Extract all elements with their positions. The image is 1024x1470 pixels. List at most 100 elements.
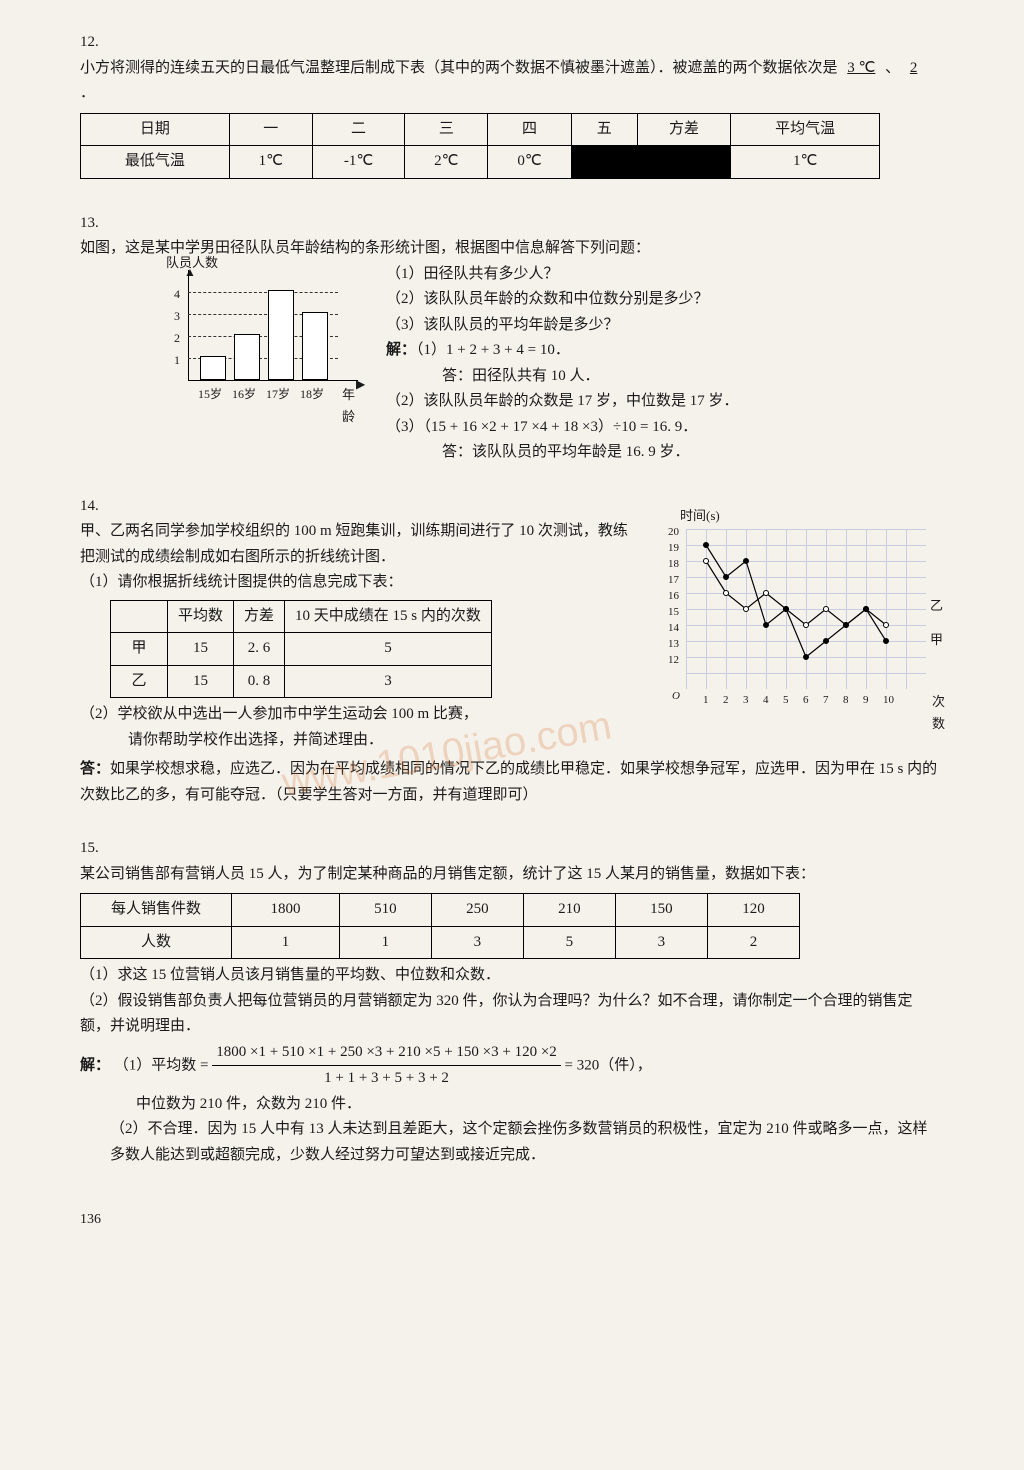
q12-blank1: 3 ℃ <box>841 60 881 76</box>
table-header: 日期 <box>81 113 230 146</box>
table-cell: 2℃ <box>405 146 488 179</box>
x-label: 16岁 <box>232 384 256 404</box>
x-tick: 4 <box>763 691 769 710</box>
table-cell <box>571 146 637 179</box>
table-header: 方差 <box>637 113 731 146</box>
q12-num: 12. <box>80 30 112 56</box>
table-cell: 1℃ <box>229 146 312 179</box>
x-tick: 3 <box>743 691 749 710</box>
table-cell: 2 <box>707 926 799 959</box>
table-cell: 1 <box>232 926 340 959</box>
table-cell: 乙 <box>111 665 168 698</box>
q14-sub1: （1）请你根据折线统计图提供的信息完成下表： <box>80 570 640 596</box>
table-cell: -1℃ <box>312 146 404 179</box>
x-tick: 1 <box>703 691 709 710</box>
y-tick: 13 <box>668 635 679 654</box>
x-tick: 6 <box>803 691 809 710</box>
table-header: 方差 <box>234 600 285 633</box>
chart-x-title: 年龄 <box>342 384 366 428</box>
q12-sep: 、 <box>885 60 900 76</box>
row-label: 每人销售件数 <box>81 894 232 927</box>
table-cell: 1800 <box>232 894 340 927</box>
row-label: 人数 <box>81 926 232 959</box>
table-header: 五 <box>571 113 637 146</box>
table-cell: 210 <box>523 894 615 927</box>
arrow-up-icon: ▲ <box>184 262 196 282</box>
x-label: 18岁 <box>300 384 324 404</box>
q12-body: 小方将测得的连续五天的日最低气温整理后制成下表（其中的两个数据不慎被墨汁遮盖）．… <box>80 56 940 183</box>
question-14: 14. 甲、乙两名同学参加学校组织的 100 m 短跑集训，训练期间进行了 10… <box>80 494 974 809</box>
x-label: 15岁 <box>198 384 222 404</box>
x-tick: 9 <box>863 691 869 710</box>
q13-sub1: （1）田径队共有多少人？ <box>386 262 974 288</box>
x-tick: 8 <box>843 691 849 710</box>
q14-line-chart: 时间(s) O 次数 12131415161718192012345678910… <box>660 519 940 719</box>
x-axis <box>188 380 358 381</box>
fraction: 1800 ×1 + 510 ×1 + 250 ×3 + 210 ×5 + 150… <box>212 1040 561 1092</box>
q14-body: 甲、乙两名同学参加学校组织的 100 m 短跑集训，训练期间进行了 10 次测试… <box>80 519 940 808</box>
line-chart-xlabel: 次数 <box>932 691 945 735</box>
table-cell: 15 <box>168 633 234 666</box>
y-tick: 14 <box>668 619 679 638</box>
row-label: 最低气温 <box>81 146 230 179</box>
ans-label: 答： <box>80 761 110 777</box>
question-12: 12. 小方将测得的连续五天的日最低气温整理后制成下表（其中的两个数据不慎被墨汁… <box>80 30 974 183</box>
question-13: 13. 如图，这是某中学男田径队队员年龄结构的条形统计图，根据图中信息解答下列问… <box>80 211 974 466</box>
table-header <box>111 600 168 633</box>
y-tick: 3 <box>174 306 180 326</box>
y-tick: 1 <box>174 350 180 370</box>
sol-label: 解： <box>386 342 416 358</box>
y-axis <box>188 270 189 380</box>
bar <box>268 290 294 380</box>
chart-origin: O <box>672 687 680 706</box>
bar <box>234 334 260 380</box>
line-chart-svg <box>686 529 936 699</box>
q15-sol2: （2）不合理．因为 15 人中有 13 人未达到且差距大，这个定额会挫伤多数营销… <box>110 1117 940 1168</box>
table-cell: 5 <box>285 633 492 666</box>
table-cell <box>637 146 731 179</box>
q15-num: 15. <box>80 836 112 862</box>
table-header: 一 <box>229 113 312 146</box>
y-tick: 4 <box>174 284 180 304</box>
q14-num: 14. <box>80 494 112 520</box>
q13-sol2: （2）该队队员年龄的众数是 17 岁，中位数是 17 岁． <box>386 389 974 415</box>
bar <box>200 356 226 380</box>
q15-sol1-post: = 320（件）， <box>565 1057 652 1073</box>
table-header: 四 <box>488 113 571 146</box>
frac-num: 1800 ×1 + 510 ×1 + 250 ×3 + 210 ×5 + 150… <box>212 1040 561 1067</box>
q15-body: 某公司销售部有营销人员 15 人，为了制定某种商品的月销售定额，统计了这 15 … <box>80 862 940 1169</box>
q14-sub2b: 请你帮助学校作出选择，并简述理由． <box>128 728 640 754</box>
table-header: 三 <box>405 113 488 146</box>
question-15: 15. 某公司销售部有营销人员 15 人，为了制定某种商品的月销售定额，统计了这… <box>80 836 974 1168</box>
q12-table: 日期一二三四五方差平均气温 最低气温1℃-1℃2℃0℃1℃ <box>80 113 880 179</box>
table-cell: 150 <box>615 894 707 927</box>
q15-text: 某公司销售部有营销人员 15 人，为了制定某种商品的月销售定额，统计了这 15 … <box>80 866 815 882</box>
table-cell: 120 <box>707 894 799 927</box>
table-cell: 510 <box>339 894 431 927</box>
q13-sub2: （2）该队队员年龄的众数和中位数分别是多少？ <box>386 287 974 313</box>
q14-table: 平均数方差10 天中成绩在 15 s 内的次数 甲152. 65 乙150. 8… <box>110 600 492 699</box>
q12-blank2: 2 <box>904 60 924 76</box>
y-tick: 20 <box>668 523 679 542</box>
table-cell: 5 <box>523 926 615 959</box>
table-cell: 3 <box>285 665 492 698</box>
q14-text: 甲、乙两名同学参加学校组织的 100 m 短跑集训，训练期间进行了 10 次测试… <box>80 523 628 565</box>
bar <box>302 312 328 380</box>
q13-num: 13. <box>80 211 112 237</box>
table-cell: 250 <box>431 894 523 927</box>
legend-jia: 甲 <box>930 629 943 651</box>
table-cell: 3 <box>431 926 523 959</box>
q14-sub2a: （2）学校欲从中选出一人参加市中学生运动会 100 m 比赛， <box>80 702 640 728</box>
y-tick: 2 <box>174 328 180 348</box>
table-header: 10 天中成绩在 15 s 内的次数 <box>285 600 492 633</box>
q13-subquestions: （1）田径队共有多少人？ （2）该队队员年龄的众数和中位数分别是多少？ （3）该… <box>386 262 974 466</box>
q13-sol1a: （1）1 + 2 + 3 + 4 = 10． <box>416 342 570 358</box>
y-tick: 18 <box>668 555 679 574</box>
x-tick: 10 <box>883 691 894 710</box>
sol-label: 解： <box>80 1057 110 1073</box>
q13-sol3a: （3）（15 + 16 ×2 + 17 ×4 + 18 ×3）÷10 = 16.… <box>386 415 974 441</box>
line-chart-title: 时间(s) <box>680 505 720 527</box>
q13-sol1b: 答：田径队共有 10 人． <box>442 364 974 390</box>
table-cell: 15 <box>168 665 234 698</box>
x-tick: 7 <box>823 691 829 710</box>
